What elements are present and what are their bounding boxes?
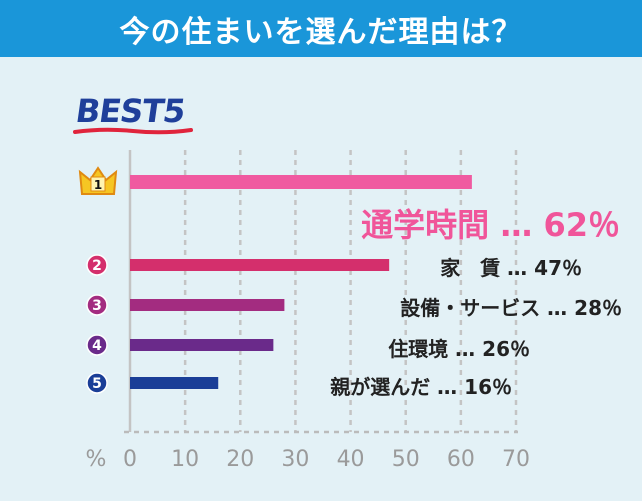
bar [130,175,472,189]
x-tick-label: 60 [447,447,475,472]
data-label: 通学時間 … 62％ [361,200,620,246]
x-tick-label: 70 [502,447,530,472]
data-label: 家 賃 … 47％ [440,252,582,281]
page-title: 今の住まいを選んだ理由は？ [0,0,642,57]
rank-badge-label: 3 [92,298,102,314]
category-label: 設備・サービス [400,296,541,320]
x-tick-label: 40 [337,447,365,472]
separator: … [540,296,575,320]
x-tick-label: 30 [281,447,309,472]
separator: … [430,375,465,399]
data-label: 親が選んだ … 16％ [330,371,512,400]
category-label: 親が選んだ [330,375,431,399]
value-label: 62％ [543,206,620,244]
x-tick-label: 20 [226,447,254,472]
bar [130,339,274,351]
rank-badge-label: 1 [94,178,102,192]
rank-badge-label: 2 [92,258,102,274]
best5-underline [73,127,193,135]
rank-badge-label: 5 [92,376,102,392]
separator: … [500,256,535,280]
x-axis-unit: % [86,447,107,472]
x-tick-label: 0 [123,447,137,472]
rank-badge [86,254,108,276]
separator: … [448,337,483,361]
rank-badge-label: 4 [92,338,102,354]
value-label: 47％ [534,256,582,280]
bar [130,377,219,389]
category-label: 通学時間 [361,206,490,244]
bar [130,299,285,311]
category-label: 家 賃 [440,256,501,280]
bar [130,259,390,271]
data-label: 設備・サービス … 28％ [400,292,622,321]
x-tick-label: 10 [171,447,199,472]
rank-badge [86,372,108,394]
value-label: 26％ [482,337,530,361]
rank-badge [86,334,108,356]
separator: … [489,206,544,244]
data-label: 住環境 … 26％ [388,333,530,362]
x-tick-label: 50 [392,447,420,472]
category-label: 住環境 [388,337,449,361]
rank-badge [86,294,108,316]
value-label: 16％ [464,375,512,399]
value-label: 28％ [574,296,622,320]
crown-plate [90,176,106,192]
